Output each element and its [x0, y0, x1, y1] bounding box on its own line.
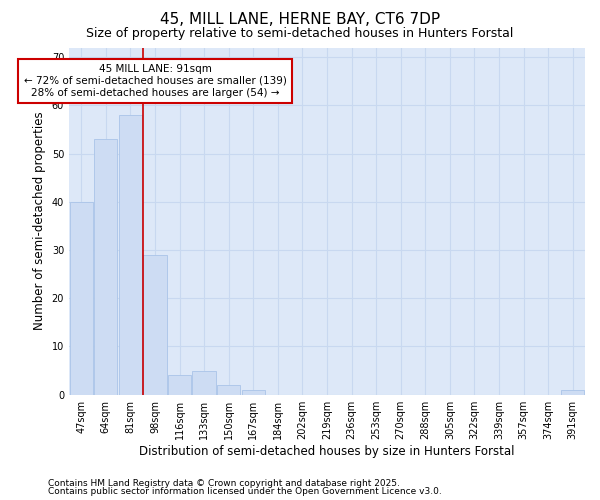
Bar: [143, 255, 167, 394]
X-axis label: Distribution of semi-detached houses by size in Hunters Forstal: Distribution of semi-detached houses by …: [139, 444, 515, 458]
Text: Contains HM Land Registry data © Crown copyright and database right 2025.: Contains HM Land Registry data © Crown c…: [48, 478, 400, 488]
Bar: [217, 385, 241, 394]
Bar: [70, 202, 93, 394]
Bar: [94, 139, 118, 394]
Text: 45, MILL LANE, HERNE BAY, CT6 7DP: 45, MILL LANE, HERNE BAY, CT6 7DP: [160, 12, 440, 28]
Y-axis label: Number of semi-detached properties: Number of semi-detached properties: [33, 112, 46, 330]
Bar: [193, 370, 216, 394]
Bar: [242, 390, 265, 394]
Text: 45 MILL LANE: 91sqm
← 72% of semi-detached houses are smaller (139)
28% of semi-: 45 MILL LANE: 91sqm ← 72% of semi-detach…: [23, 64, 286, 98]
Text: Size of property relative to semi-detached houses in Hunters Forstal: Size of property relative to semi-detach…: [86, 28, 514, 40]
Bar: [119, 115, 142, 394]
Text: Contains public sector information licensed under the Open Government Licence v3: Contains public sector information licen…: [48, 487, 442, 496]
Bar: [561, 390, 584, 394]
Bar: [168, 376, 191, 394]
